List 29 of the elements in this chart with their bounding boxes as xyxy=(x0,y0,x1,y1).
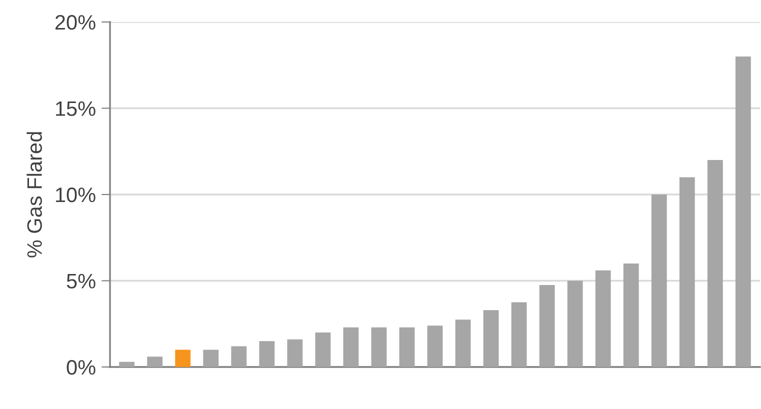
y-axis-title: % Gas Flared xyxy=(26,132,42,258)
bar xyxy=(203,350,219,367)
bar xyxy=(455,320,471,367)
y-tick-label: 0% xyxy=(66,360,96,375)
bar xyxy=(231,346,247,367)
bar xyxy=(679,177,695,367)
bar xyxy=(287,339,303,367)
bar xyxy=(539,285,555,367)
bar xyxy=(651,194,667,367)
bar xyxy=(399,327,415,367)
bar xyxy=(735,56,751,367)
bar xyxy=(623,264,639,367)
bar xyxy=(343,327,359,367)
bar xyxy=(483,310,499,367)
bar xyxy=(567,280,583,367)
y-tick-label: 5% xyxy=(66,274,96,289)
y-tick-label: 20% xyxy=(55,15,96,30)
bar xyxy=(315,332,331,367)
bar xyxy=(707,160,723,367)
bar xyxy=(371,327,387,367)
y-tick-label: 10% xyxy=(56,188,96,202)
bar xyxy=(147,356,163,367)
bar xyxy=(175,350,191,367)
bar xyxy=(511,302,527,367)
bar xyxy=(119,362,135,367)
bar xyxy=(595,270,611,367)
bar xyxy=(259,341,275,367)
bar xyxy=(427,326,443,367)
y-tick-label: 15% xyxy=(56,101,96,116)
